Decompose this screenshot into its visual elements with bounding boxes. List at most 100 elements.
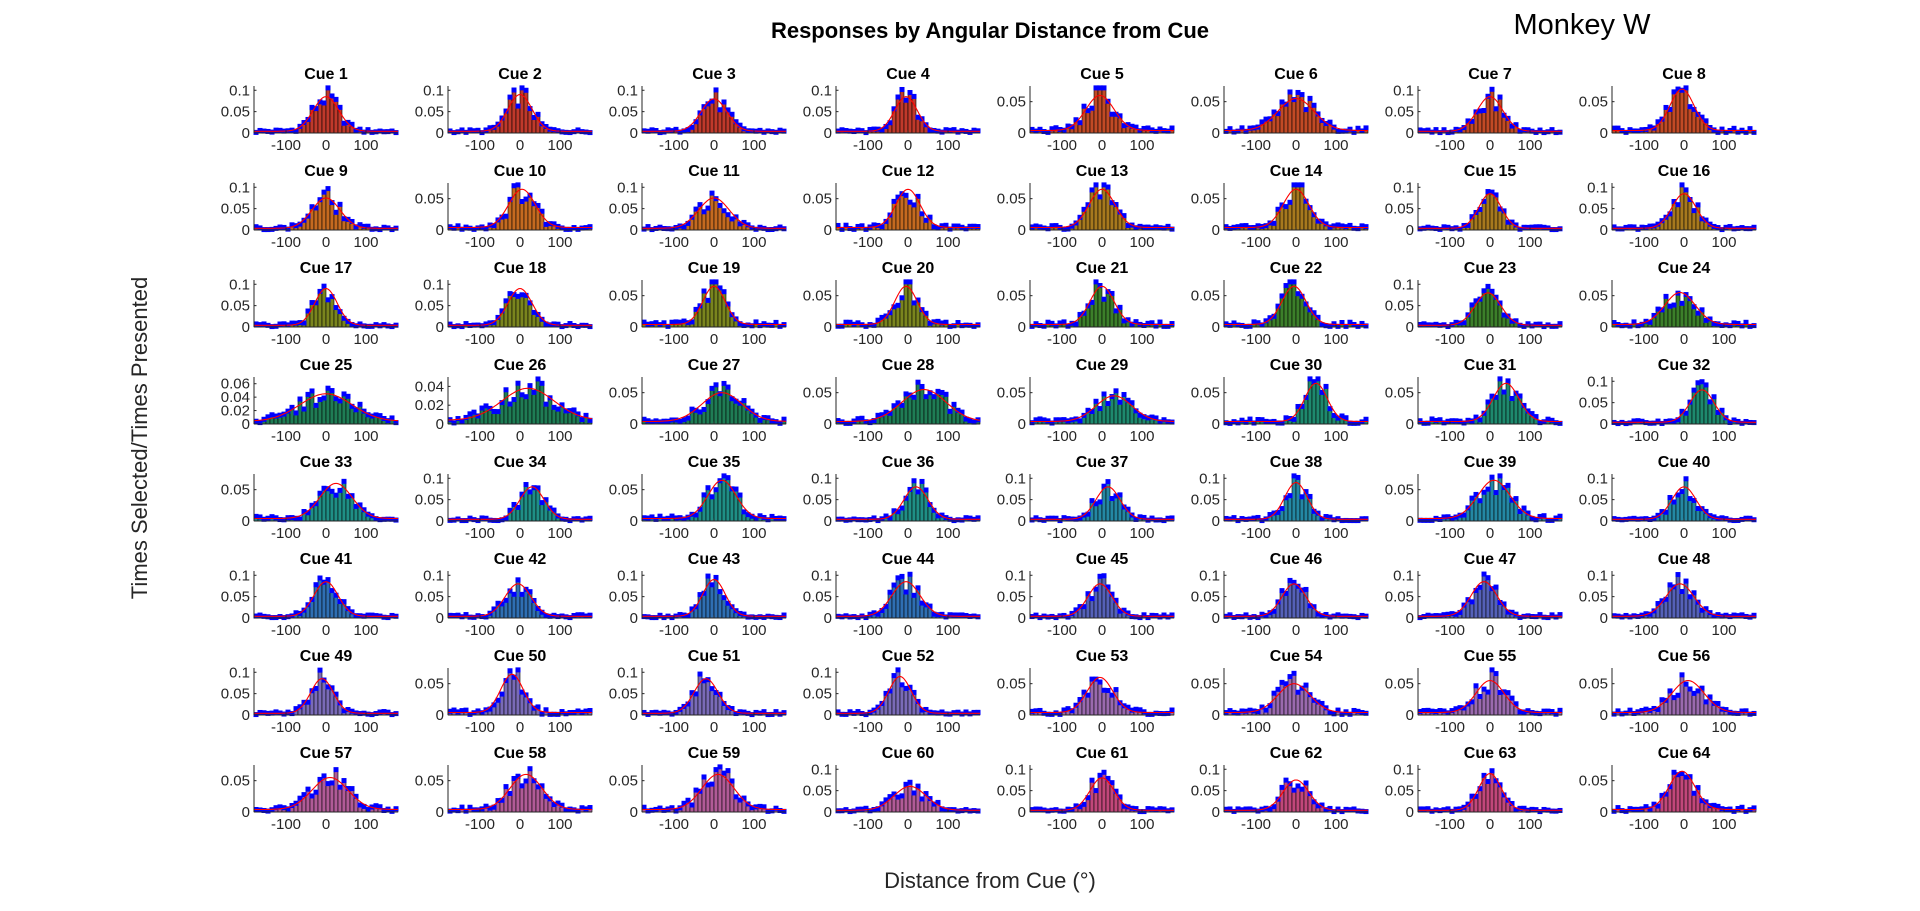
error-marker — [353, 613, 359, 619]
error-marker — [1045, 711, 1051, 717]
panel-title: Cue 5 — [1080, 66, 1124, 83]
error-marker — [1643, 706, 1649, 712]
error-marker — [1359, 320, 1365, 326]
error-marker — [769, 513, 775, 519]
x-tick-label: 0 — [710, 428, 718, 445]
error-marker — [1425, 707, 1431, 713]
y-tick-label: 0 — [824, 319, 832, 336]
error-marker — [1521, 224, 1527, 230]
histogram-panel: Cue 200.050.1-100 0 100 — [415, 66, 593, 154]
error-marker — [253, 321, 259, 327]
error-marker — [891, 582, 897, 588]
error-marker — [1659, 509, 1665, 515]
histogram-bar — [337, 107, 343, 134]
y-tick-label: 0 — [1600, 125, 1608, 142]
error-marker — [641, 226, 647, 232]
y-tick-label: 0 — [1212, 319, 1220, 336]
error-marker — [503, 387, 509, 393]
error-marker — [567, 408, 573, 414]
error-marker — [519, 491, 525, 497]
y-tick-label: 0.05 — [997, 589, 1026, 606]
error-marker — [697, 671, 703, 677]
error-marker — [539, 316, 545, 322]
error-marker — [1363, 125, 1369, 131]
error-marker — [451, 225, 457, 231]
histogram-bar — [1497, 208, 1503, 231]
x-tick-label: 0 — [904, 622, 912, 639]
error-marker — [341, 120, 347, 126]
error-marker — [1525, 127, 1531, 133]
error-marker — [281, 224, 287, 230]
error-marker — [1303, 107, 1309, 113]
histogram-panel: Cue 100.050.1-100 0 100 — [221, 66, 399, 154]
error-marker — [1169, 125, 1175, 131]
error-marker — [1259, 611, 1265, 617]
error-marker — [1417, 517, 1423, 523]
histogram-bar — [911, 396, 917, 425]
error-marker — [915, 698, 921, 704]
error-marker — [321, 189, 327, 195]
histogram-bar — [1493, 397, 1499, 425]
error-marker — [1101, 182, 1107, 188]
error-marker — [1671, 499, 1677, 505]
x-tick-label: 100 — [1323, 622, 1348, 639]
histogram-bar — [1283, 206, 1289, 231]
error-marker — [685, 127, 691, 133]
error-marker — [329, 200, 335, 206]
error-marker — [959, 612, 965, 618]
error-marker — [1041, 323, 1047, 329]
histogram-bar — [1687, 106, 1693, 134]
error-marker — [451, 707, 457, 713]
y-tick-label: 0 — [1600, 222, 1608, 239]
x-tick-label: 0 — [516, 331, 524, 348]
histogram-bar — [337, 490, 343, 522]
error-marker — [1157, 419, 1163, 425]
histogram-panel: Cue 300.050.1-100 0 100 — [609, 66, 787, 154]
error-marker — [1299, 182, 1305, 188]
x-tick-label: 0 — [1680, 719, 1688, 736]
panel-title: Cue 49 — [300, 648, 353, 665]
histogram-bar — [325, 783, 331, 813]
error-marker — [1255, 223, 1261, 229]
error-marker — [1165, 614, 1171, 620]
histogram-bar — [705, 300, 711, 328]
histogram-bar — [1493, 492, 1499, 522]
x-tick-label: -100 — [853, 622, 883, 639]
histogram-panel: Cue 900.050.1-100 0 100 — [221, 163, 399, 251]
error-marker — [471, 128, 477, 134]
error-marker — [1611, 320, 1617, 326]
error-marker — [1235, 224, 1241, 230]
y-tick-label: 0 — [242, 707, 250, 724]
error-marker — [1097, 282, 1103, 288]
error-marker — [317, 667, 323, 673]
error-marker — [313, 789, 319, 795]
error-marker — [1671, 302, 1677, 308]
error-marker — [519, 591, 525, 597]
x-tick-label: -100 — [465, 234, 495, 251]
y-tick-label: 0.05 — [1191, 288, 1220, 305]
error-marker — [1169, 419, 1175, 425]
error-marker — [341, 708, 347, 714]
x-tick-label: 0 — [516, 525, 524, 542]
error-marker — [895, 509, 901, 515]
error-marker — [1053, 417, 1059, 423]
error-marker — [1335, 612, 1341, 618]
histogram-bar — [515, 296, 521, 328]
histogram-bar — [317, 779, 323, 813]
error-marker — [1041, 710, 1047, 716]
x-tick-label: -100 — [853, 719, 883, 736]
fit-curve — [1224, 382, 1368, 423]
error-marker — [313, 402, 319, 408]
histogram-bar — [317, 669, 323, 716]
error-marker — [753, 319, 759, 325]
histogram-bar — [1109, 593, 1115, 619]
x-tick-label: 0 — [904, 525, 912, 542]
histogram-bar — [701, 106, 707, 134]
error-marker — [1691, 497, 1697, 503]
